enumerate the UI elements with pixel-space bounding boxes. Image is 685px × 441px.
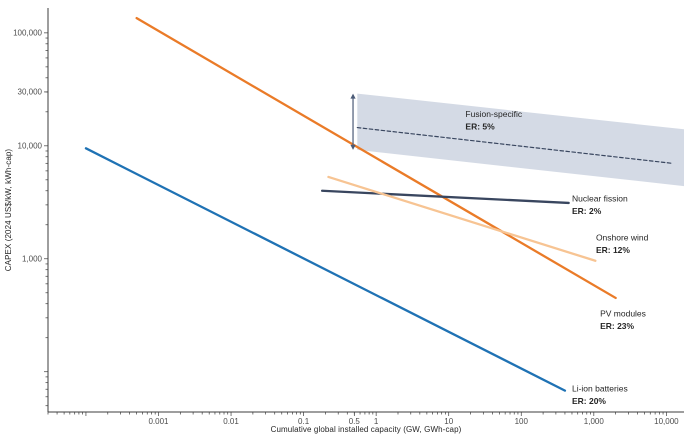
annotation-li-ion-batteries-er: ER: 20% bbox=[572, 396, 606, 406]
series-line-li-ion-batteries bbox=[84, 147, 567, 392]
x-tick-label: 100 bbox=[515, 417, 529, 426]
x-tick-label: 1,000 bbox=[584, 417, 605, 426]
x-tick-label: 10 bbox=[444, 417, 453, 426]
series-line-fusion-specific bbox=[356, 126, 673, 164]
y-tick-label: 1,000 bbox=[22, 254, 43, 263]
uncertainty-arrow-head-top bbox=[350, 93, 356, 99]
series-line-onshore-wind bbox=[327, 175, 597, 262]
annotation-nuclear-fission-er: ER: 2% bbox=[572, 206, 602, 216]
annotation-onshore-wind: Onshore wind bbox=[596, 233, 649, 243]
y-axis-title: CAPEX (2024 US$/kW, kWh-cap) bbox=[4, 148, 13, 272]
annotation-nuclear-fission: Nuclear fission bbox=[572, 194, 628, 204]
fusion-uncertainty-band bbox=[357, 93, 684, 187]
annotation-onshore-wind-er: ER: 12% bbox=[596, 245, 630, 255]
x-tick-label: 0.1 bbox=[298, 417, 310, 426]
annotation-pv-modules: PV modules bbox=[600, 309, 646, 319]
x-tick-label: 0.01 bbox=[223, 417, 239, 426]
annotation-fusion-specific-er: ER: 5% bbox=[465, 121, 495, 131]
annotation-li-ion-batteries: Li-ion batteries bbox=[572, 384, 628, 394]
x-tick-label: 0.001 bbox=[148, 417, 169, 426]
x-tick-label: 1 bbox=[374, 417, 379, 426]
x-tick-label: 10,000 bbox=[654, 417, 679, 426]
y-tick-label: 10,000 bbox=[18, 141, 43, 150]
series-line-nuclear-fission bbox=[320, 189, 570, 205]
x-tick-label: 0.5 bbox=[349, 417, 361, 426]
annotation-fusion-specific: Fusion-specific bbox=[465, 109, 522, 119]
x-axis-title: Cumulative global installed capacity (GW… bbox=[270, 425, 462, 434]
uncertainty-arrow-head-bottom bbox=[350, 144, 356, 150]
annotation-pv-modules-er: ER: 23% bbox=[600, 321, 634, 331]
series-line-pv-modules bbox=[135, 16, 617, 300]
y-tick-label: 30,000 bbox=[18, 87, 43, 96]
y-tick-label: 100,000 bbox=[13, 28, 42, 37]
